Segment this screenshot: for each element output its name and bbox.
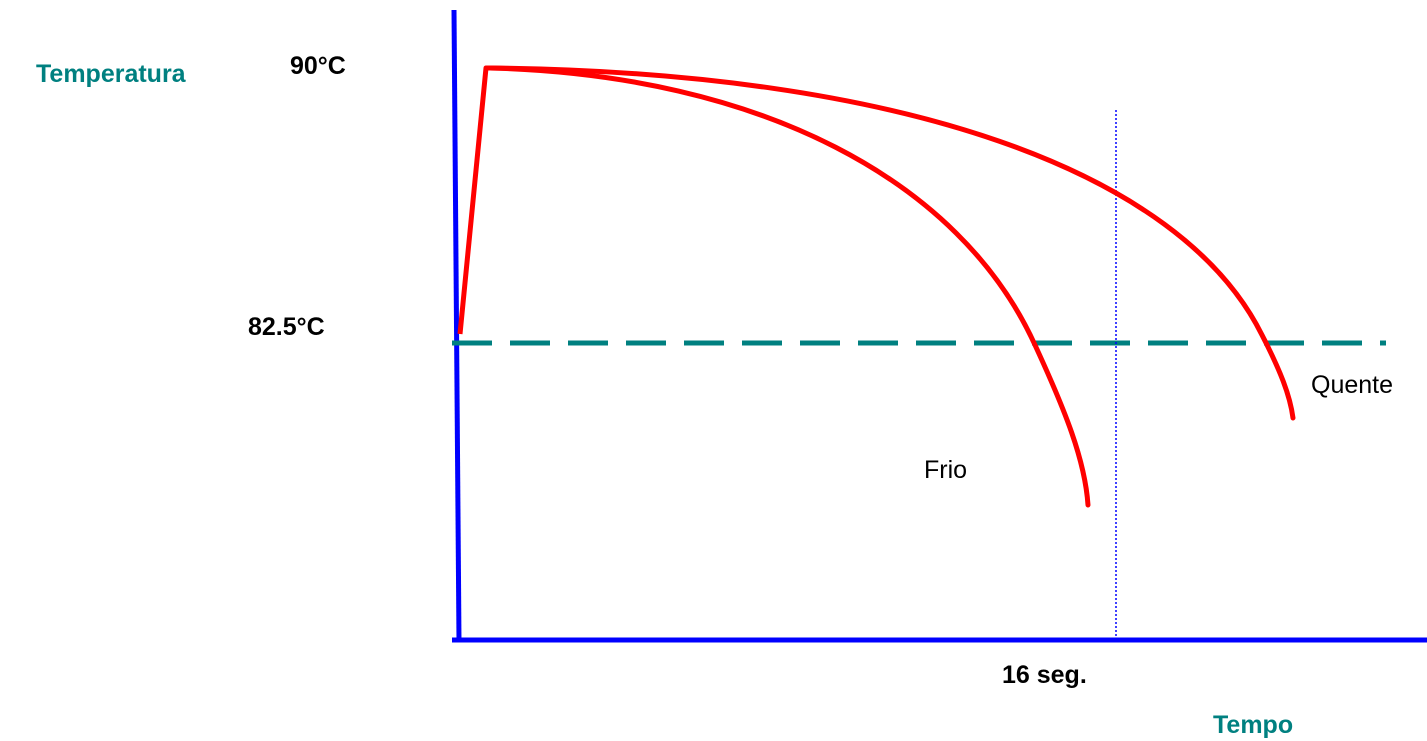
x-axis-title: Tempo	[1213, 711, 1293, 739]
curve-frio-label: Frio	[924, 456, 967, 484]
curve-quente	[487, 65, 1296, 421]
time-marker-label: 16 seg.	[1002, 661, 1087, 689]
curve-quente-label: Quente	[1311, 371, 1393, 399]
curve-frio	[487, 65, 1091, 508]
heating-rise-segment	[457, 65, 493, 335]
temp-high-label: 90°C	[290, 52, 346, 80]
y-axis-title: Temperatura	[36, 60, 187, 88]
temp-threshold-label: 82.5°C	[248, 313, 325, 341]
y-axis	[451, 9, 462, 642]
